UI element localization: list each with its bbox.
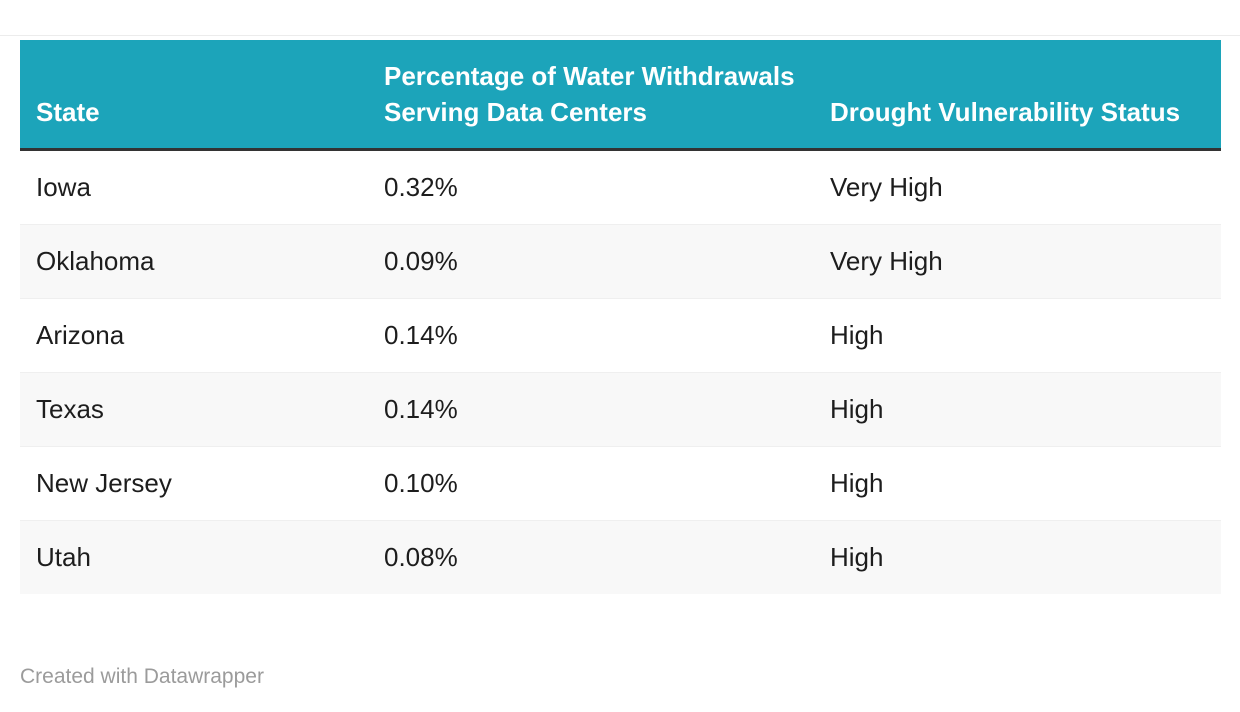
header-row: State Percentage of Water Withdrawals Se… bbox=[20, 40, 1221, 151]
data-table: State Percentage of Water Withdrawals Se… bbox=[20, 40, 1221, 594]
cell-status: High bbox=[814, 372, 1221, 447]
table-row: Oklahoma 0.09% Very High bbox=[20, 224, 1221, 299]
table-row: Iowa 0.32% Very High bbox=[20, 149, 1221, 225]
cell-state: New Jersey bbox=[20, 446, 368, 521]
table-header: State Percentage of Water Withdrawals Se… bbox=[20, 40, 1221, 151]
top-divider bbox=[0, 35, 1240, 36]
cell-status: Very High bbox=[814, 224, 1221, 299]
table-row: New Jersey 0.10% High bbox=[20, 446, 1221, 521]
cell-percentage: 0.32% bbox=[368, 149, 814, 225]
cell-state: Arizona bbox=[20, 298, 368, 373]
cell-percentage: 0.14% bbox=[368, 298, 814, 373]
datawrapper-attribution-link[interactable]: Created with Datawrapper bbox=[20, 665, 264, 688]
table-row: Utah 0.08% High bbox=[20, 520, 1221, 594]
cell-percentage: 0.10% bbox=[368, 446, 814, 521]
cell-state: Utah bbox=[20, 520, 368, 594]
cell-percentage: 0.09% bbox=[368, 224, 814, 299]
column-header-status: Drought Vulnerability Status bbox=[814, 40, 1221, 151]
cell-status: High bbox=[814, 446, 1221, 521]
cell-percentage: 0.14% bbox=[368, 372, 814, 447]
cell-status: High bbox=[814, 520, 1221, 594]
cell-state: Texas bbox=[20, 372, 368, 447]
table-row: Arizona 0.14% High bbox=[20, 298, 1221, 373]
column-header-state: State bbox=[20, 40, 368, 151]
cell-state: Oklahoma bbox=[20, 224, 368, 299]
cell-percentage: 0.08% bbox=[368, 520, 814, 594]
table-row: Texas 0.14% High bbox=[20, 372, 1221, 447]
column-header-percentage: Percentage of Water Withdrawals Serving … bbox=[368, 40, 814, 151]
cell-status: High bbox=[814, 298, 1221, 373]
cell-status: Very High bbox=[814, 149, 1221, 225]
table-container: State Percentage of Water Withdrawals Se… bbox=[20, 40, 1221, 594]
table-body: Iowa 0.32% Very High Oklahoma 0.09% Very… bbox=[20, 149, 1221, 594]
cell-state: Iowa bbox=[20, 149, 368, 225]
